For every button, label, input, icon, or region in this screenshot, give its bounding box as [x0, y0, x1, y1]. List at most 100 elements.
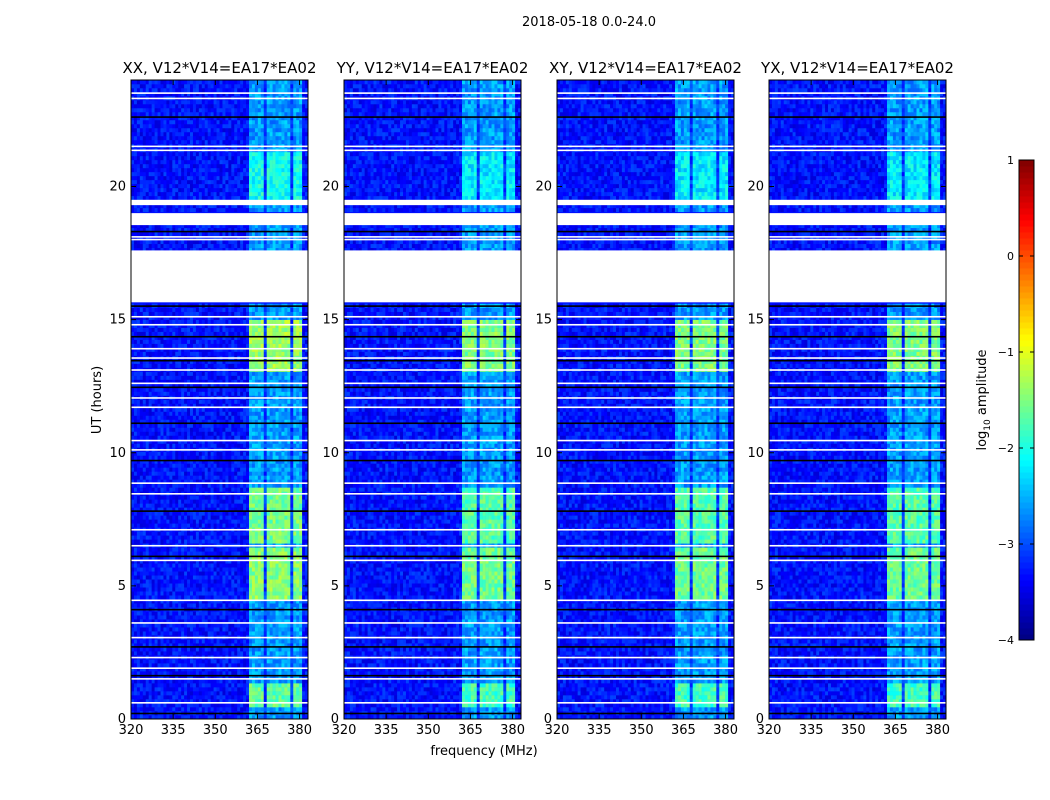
heatmap-cell — [249, 663, 252, 667]
heatmap-cell — [205, 663, 208, 667]
heatmap-cell — [184, 683, 187, 687]
heatmap-cell — [184, 663, 187, 667]
heatmap-cell — [134, 651, 137, 655]
heatmap-cell — [290, 687, 293, 691]
heatmap-cell — [293, 659, 296, 663]
heatmap-cell — [178, 679, 181, 683]
heatmap-cell — [243, 695, 246, 699]
heatmap-cell — [231, 707, 234, 711]
heatmap-cell — [249, 687, 252, 691]
heatmap-cell — [281, 647, 284, 651]
heatmap-cell — [169, 651, 172, 655]
heatmap-cell — [296, 707, 299, 711]
heatmap-cell — [140, 659, 143, 663]
heatmap-cell — [246, 707, 249, 711]
heatmap-cell — [166, 659, 169, 663]
heatmap-cell — [181, 691, 184, 695]
heatmap-cell — [249, 703, 252, 707]
heatmap-cell — [287, 695, 290, 699]
heatmap-cell — [225, 659, 228, 663]
heatmap-cell — [234, 659, 237, 663]
heatmap-cell — [205, 683, 208, 687]
heatmap-cell — [225, 687, 228, 691]
heatmap-cell — [202, 659, 205, 663]
heatmap-cell — [237, 679, 240, 683]
heatmap-cell — [302, 695, 305, 699]
heatmap-cell — [149, 671, 152, 675]
heatmap-cell — [240, 703, 243, 707]
heatmap-cell — [184, 651, 187, 655]
heatmap-cell — [184, 695, 187, 699]
heatmap-cell — [276, 663, 279, 667]
heatmap-cell — [202, 703, 205, 707]
heatmap-cell — [163, 671, 166, 675]
heatmap-cell — [258, 687, 261, 691]
heatmap-cell — [172, 651, 175, 655]
heatmap-cell — [155, 647, 158, 651]
heatmap-cell — [270, 691, 273, 695]
heatmap-cell — [187, 659, 190, 663]
heatmap-cell — [152, 703, 155, 707]
heatmap-cell — [181, 671, 184, 675]
heatmap-cell — [217, 683, 220, 687]
heatmap-cell — [281, 651, 284, 655]
heatmap-cell — [187, 651, 190, 655]
heatmap-cell — [163, 651, 166, 655]
heatmap-cell — [190, 679, 193, 683]
heatmap-cell — [267, 671, 270, 675]
heatmap-cell — [190, 707, 193, 711]
heatmap-cell — [196, 679, 199, 683]
heatmap-cell — [187, 695, 190, 699]
heatmap-cell — [134, 679, 137, 683]
heatmap-cell — [284, 679, 287, 683]
heatmap-cell — [190, 691, 193, 695]
heatmap-cell — [184, 687, 187, 691]
heatmap-cell — [220, 671, 223, 675]
heatmap-cell — [299, 695, 302, 699]
heatmap-cell — [299, 659, 302, 663]
heatmap-cell — [234, 707, 237, 711]
heatmap-cell — [152, 663, 155, 667]
heatmap-cell — [158, 679, 161, 683]
heatmap-cell — [270, 659, 273, 663]
heatmap-cell — [222, 683, 225, 687]
heatmap-cell — [273, 687, 276, 691]
heatmap-cell — [267, 647, 270, 651]
heatmap-cell — [161, 683, 164, 687]
heatmap-cell — [178, 683, 181, 687]
heatmap-cell — [279, 707, 282, 711]
heatmap-cell — [302, 683, 305, 687]
heatmap-cell — [202, 663, 205, 667]
heatmap-cell — [249, 679, 252, 683]
heatmap-cell — [155, 703, 158, 707]
heatmap-cell — [166, 707, 169, 711]
heatmap-cell — [178, 703, 181, 707]
heatmap-cell — [258, 679, 261, 683]
heatmap-cell — [296, 679, 299, 683]
heatmap-cell — [276, 683, 279, 687]
figure: 2018-05-18 0.0-24.0 XX, V12*V14=EA17*EA0… — [0, 0, 1050, 800]
heatmap-cell — [284, 687, 287, 691]
heatmap-cell — [287, 659, 290, 663]
heatmap-cell — [284, 691, 287, 695]
heatmap-cell — [293, 683, 296, 687]
heatmap-cell — [267, 695, 270, 699]
heatmap-cell — [158, 663, 161, 667]
heatmap-cell — [234, 687, 237, 691]
heatmap-cell — [158, 687, 161, 691]
heatmap-cell — [175, 703, 178, 707]
heatmap-cell — [172, 691, 175, 695]
heatmap-cell — [281, 663, 284, 667]
heatmap-cell — [172, 703, 175, 707]
heatmap-cell — [178, 691, 181, 695]
heatmap-cell — [158, 707, 161, 711]
heatmap-cell — [155, 659, 158, 663]
heatmap-cell — [252, 703, 255, 707]
heatmap-cell — [273, 703, 276, 707]
heatmap-cell — [287, 683, 290, 687]
heatmap-cell — [234, 679, 237, 683]
heatmap-cell — [199, 671, 202, 675]
heatmap-cell — [178, 647, 181, 651]
heatmap-cell — [270, 671, 273, 675]
heatmap-cell — [302, 671, 305, 675]
